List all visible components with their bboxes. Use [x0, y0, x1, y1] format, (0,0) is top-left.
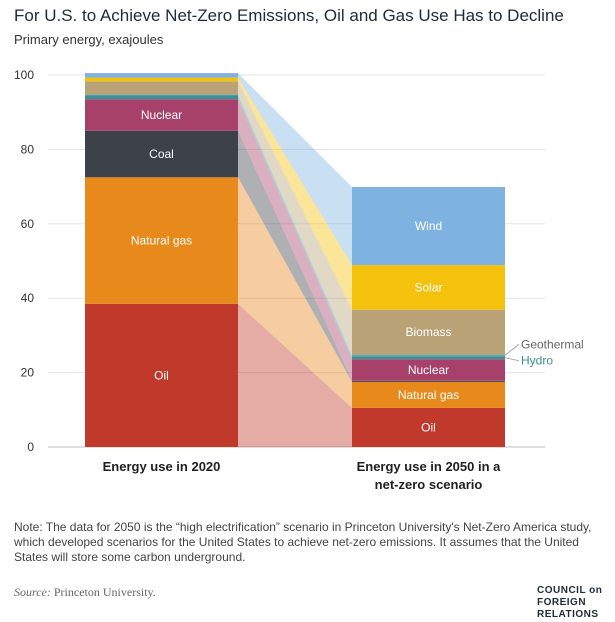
bar-segment	[352, 380, 505, 382]
page-title: For U.S. to Achieve Net-Zero Emissions, …	[14, 6, 564, 25]
y-tick-label: 100	[14, 68, 34, 82]
bar-segment	[85, 95, 238, 100]
segment-label: Natural gas	[398, 388, 459, 402]
footnote: Note: The data for 2050 is the “high ele…	[14, 520, 592, 564]
bar-segment	[352, 407, 505, 447]
side-label-leader	[504, 343, 520, 356]
y-tick-label: 0	[27, 440, 34, 454]
side-label: Geothermal	[521, 337, 584, 351]
connector-band	[238, 130, 352, 382]
bar-segment	[85, 99, 238, 131]
segment-label: Solar	[414, 280, 442, 294]
connector-band	[238, 73, 352, 266]
bar-segment	[85, 81, 238, 95]
segment-label: Nuclear	[408, 363, 449, 377]
x-category-label: Energy use in 2020	[103, 459, 221, 474]
bar-segment	[85, 130, 238, 178]
bar-segment	[352, 381, 505, 408]
connector-band	[238, 81, 352, 355]
bar-segment	[85, 94, 238, 96]
segment-label: Natural gas	[131, 234, 192, 248]
bar-segment	[352, 265, 505, 310]
y-tick-label: 40	[21, 291, 35, 305]
segment-label: Wind	[415, 219, 442, 233]
y-tick-label: 80	[21, 142, 35, 156]
source-label: Source:	[14, 585, 51, 599]
connector-band	[238, 303, 352, 447]
connector-band	[238, 94, 352, 357]
connector-band	[238, 99, 352, 381]
x-category-label: net-zero scenario	[375, 477, 483, 492]
bar-segment	[352, 359, 505, 381]
cfr-logo: COUNCIL on FOREIGN RELATIONS	[537, 585, 602, 621]
bar-segment	[352, 309, 505, 355]
x-category-label: Energy use in 2050 in a	[357, 459, 502, 474]
bar-segment	[352, 354, 505, 357]
connector-band	[238, 177, 352, 408]
logo-line-2: FOREIGN	[537, 597, 587, 608]
segment-label: Oil	[154, 368, 169, 382]
bar-segment	[352, 186, 505, 266]
stacked-bar-chart: 0 20 40 60 80 100 Oil Oil Natural gas Natural gas…	[14, 68, 584, 492]
segment-label: Oil	[421, 420, 436, 434]
source-line: Source: Princeton University.	[14, 585, 156, 600]
y-tick-label: 20	[21, 366, 35, 380]
y-tick-label: 60	[21, 217, 35, 231]
bar-segment	[85, 77, 238, 82]
logo-line-3: RELATIONS	[537, 609, 599, 620]
chart-subtitle: Primary energy, exajoules	[14, 32, 164, 47]
logo-line-1: COUNCIL on	[537, 585, 603, 596]
bar-segment	[85, 177, 238, 304]
segment-label: Nuclear	[141, 108, 182, 122]
side-label-leader	[504, 357, 520, 362]
bar-segment	[85, 303, 238, 447]
bar-segment	[85, 73, 238, 78]
connector-band	[238, 77, 352, 310]
side-label: Hydro	[521, 354, 553, 368]
bar-segment	[352, 356, 505, 360]
source-text: Princeton University.	[53, 585, 156, 599]
connector-band	[238, 95, 352, 360]
segment-label: Biomass	[405, 325, 451, 339]
segment-label: Coal	[149, 147, 174, 161]
